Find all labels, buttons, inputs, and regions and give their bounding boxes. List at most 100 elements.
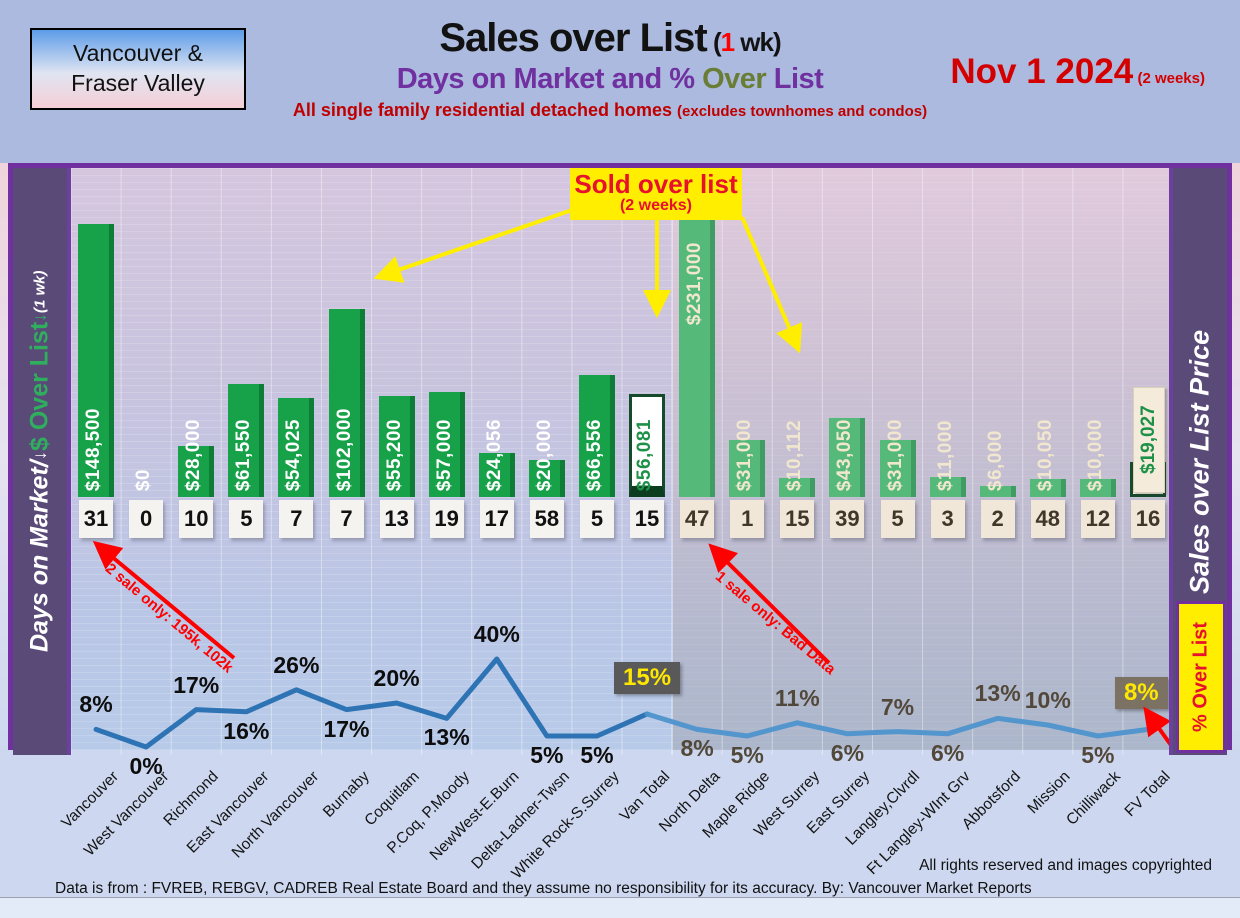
bar-newwest-e-burn xyxy=(478,453,515,497)
days-on-market-box: 5 xyxy=(229,500,264,538)
subnote: All single family residential detached h… xyxy=(292,100,928,120)
bar-value-label: $28,000 xyxy=(183,418,205,491)
subtitle: Days on Market and % Over List xyxy=(396,63,824,95)
title-highlight: 1 xyxy=(720,27,736,57)
header-titles: Sales over List (1 wk) Days on Market an… xyxy=(260,16,960,121)
pct-over-list-label: 8% xyxy=(680,735,714,762)
bar-value-label: $10,050 xyxy=(1034,418,1056,491)
right-edge-decoration xyxy=(1232,163,1240,750)
chart-frame: Days on Market/↓ $ Over List ↓ (1 wk) Sol… xyxy=(8,163,1232,779)
bar-value-label: $31,000 xyxy=(734,418,756,491)
bar-east-vancouver xyxy=(228,384,265,497)
bar-value-label: $24,056 xyxy=(483,418,505,491)
right-axis-title: Sales over List Price % Over List xyxy=(1169,168,1227,755)
pct-over-list-label: 11% xyxy=(774,684,820,711)
bar-north-delta xyxy=(679,168,716,497)
pct-over-list-legend: % Over List xyxy=(1176,601,1226,753)
x-axis-label-band xyxy=(0,750,1240,897)
bar-burnaby xyxy=(328,309,365,497)
copyright-note: All rights reserved and images copyright… xyxy=(919,857,1212,874)
bar-value-label: $66,556 xyxy=(583,418,605,491)
bar-value-label: $61,550 xyxy=(233,418,255,491)
days-on-market-box: 16 xyxy=(1130,500,1165,538)
right-arrow-icon: ↓ xyxy=(29,451,50,461)
days-on-market-box: 31 xyxy=(79,500,114,538)
pct-over-list-label: 10% xyxy=(1024,687,1071,713)
bar-delta-ladner-twsn xyxy=(528,460,565,497)
bar-chilliwack xyxy=(1079,479,1116,497)
bar-ft-langley-wint-grv xyxy=(929,477,966,497)
pct-over-list-label: 6% xyxy=(930,739,965,766)
report-date: Nov 1 2024 (2 weeks) xyxy=(950,52,1205,91)
bar-value-label: $231,000 xyxy=(684,241,706,325)
bar-value-label: $20,000 xyxy=(533,418,555,491)
pct-over-list-label: 8% xyxy=(1114,677,1168,710)
left-axis-title: Days on Market/↓ $ Over List ↓ (1 wk) xyxy=(13,168,71,755)
days-on-market-box: 10 xyxy=(179,500,214,538)
days-on-market-box: 48 xyxy=(1030,500,1065,538)
pct-over-list-label: 13% xyxy=(974,680,1021,707)
bar-value-label: $55,200 xyxy=(383,418,405,491)
region-line2: Fraser Valley xyxy=(71,70,205,96)
bar-value-label: $102,000 xyxy=(333,407,355,491)
bar-vancouver xyxy=(78,224,115,497)
bar-richmond xyxy=(178,446,215,497)
bar-north-vancouver xyxy=(278,398,315,497)
days-on-market-box: 1 xyxy=(730,500,765,538)
days-on-market-box: 15 xyxy=(780,500,815,538)
bar-value-label: $57,000 xyxy=(433,418,455,491)
days-on-market-box: 47 xyxy=(680,500,715,538)
pct-over-list-label: 5% xyxy=(1081,742,1115,768)
days-on-market-box: 7 xyxy=(329,500,364,538)
two-sale-note: 2 sale only: 195k, 102k xyxy=(102,560,237,677)
days-on-market-box: 2 xyxy=(980,500,1015,538)
bar-value-label: $19,027 xyxy=(1132,387,1165,493)
days-on-market-box: 12 xyxy=(1080,500,1115,538)
bar-langley-clvrdl xyxy=(879,440,916,497)
pct-over-list-label: 26% xyxy=(273,651,320,678)
pct-over-list-label: 16% xyxy=(223,717,270,744)
right-arrow-icon: ↓ xyxy=(29,313,50,323)
left-edge-decoration xyxy=(0,163,8,750)
pct-over-list-label: 15% xyxy=(614,662,681,694)
sold-over-list-callout: Sold over list (2 weeks) xyxy=(570,168,742,220)
region-line1: Vancouver & xyxy=(73,40,203,67)
bar-value-label: $10,112 xyxy=(784,419,806,491)
days-on-market-box: 13 xyxy=(379,500,414,538)
pct-over-list-label: 7% xyxy=(880,693,915,720)
pct-over-list-label: 40% xyxy=(473,621,520,647)
days-on-market-box: 19 xyxy=(429,500,464,538)
days-on-market-box: 58 xyxy=(529,500,564,538)
pct-over-list-label: 20% xyxy=(373,665,420,691)
footer-strip xyxy=(0,897,1240,918)
data-source-note: Data is from : FVREB, REBGV, CADREB Real… xyxy=(55,880,1032,897)
days-on-market-box: 15 xyxy=(630,500,665,538)
bar-value-label: $56,081 xyxy=(634,418,656,491)
plot-area: Sold over list (2 weeks) 2 sale only: 19… xyxy=(71,168,1173,779)
bar-value-label: $10,000 xyxy=(1084,418,1106,491)
days-on-market-box: 3 xyxy=(930,500,965,538)
bar-white-rock-s-surrey xyxy=(578,375,615,497)
days-on-market-box: 0 xyxy=(129,500,164,538)
bar-p-coq-p-moody xyxy=(428,392,465,497)
bar-coquitlam xyxy=(378,396,415,497)
pct-over-list-label: 5% xyxy=(580,742,614,768)
bar-value-label: $54,025 xyxy=(283,418,305,491)
bar-value-label: $148,500 xyxy=(83,407,105,491)
pct-over-list-label: 6% xyxy=(830,739,865,766)
days-on-market-box: 5 xyxy=(579,500,614,538)
bar-value-label: $11,000 xyxy=(934,419,956,491)
pct-over-list-label: 5% xyxy=(730,742,764,768)
days-on-market-box: 17 xyxy=(479,500,514,538)
bar-mission xyxy=(1029,479,1066,497)
bar-van-total xyxy=(629,394,666,497)
bar-value-label: $6,000 xyxy=(984,429,1006,491)
bar-abbotsford xyxy=(979,486,1016,497)
bar-value-label: $43,050 xyxy=(834,418,856,491)
pct-over-list-label: 17% xyxy=(323,715,370,742)
days-on-market-box: 39 xyxy=(830,500,865,538)
days-on-market-box: 5 xyxy=(880,500,915,538)
left-axis-text: Days on Market/↓ $ Over List ↓ (1 wk) xyxy=(25,270,54,653)
page-title: Sales over List (1 wk) xyxy=(439,16,781,60)
